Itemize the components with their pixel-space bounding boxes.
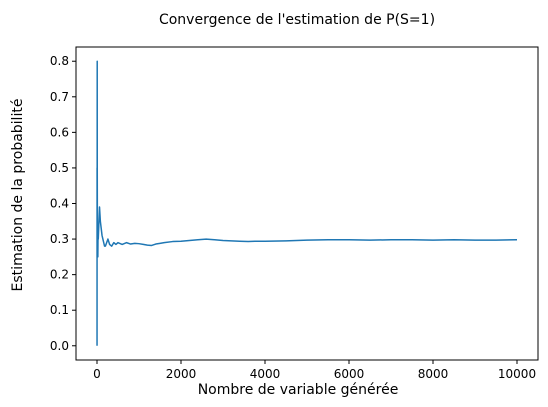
y-tick-label: 0.2	[50, 268, 69, 282]
x-tick-label: 4000	[250, 367, 281, 381]
y-tick-label: 0.6	[50, 125, 69, 139]
y-tick-label: 0.0	[50, 339, 69, 353]
y-tick-label: 0.1	[50, 303, 69, 317]
y-tick-label: 0.8	[50, 54, 69, 68]
plot-frame	[75, 46, 539, 361]
x-tick-label: 6000	[334, 367, 365, 381]
x-axis-ticks: 0 2000 4000 6000 8000 10000	[93, 360, 536, 381]
y-tick-label: 0.3	[50, 232, 69, 246]
x-tick-label: 8000	[418, 367, 449, 381]
y-axis-ticks: 0.0 0.1 0.2 0.3 0.4 0.5 0.6 0.7 0.8	[50, 54, 76, 353]
y-tick-label: 0.5	[50, 161, 69, 175]
plot-area	[75, 46, 539, 361]
x-tick-label: 2000	[166, 367, 197, 381]
x-tick-label: 0	[93, 367, 101, 381]
x-tick-label: 10000	[498, 367, 536, 381]
series-line	[96, 60, 518, 346]
chart-title: Convergence de l'estimation de P(S=1)	[159, 12, 435, 28]
x-axis-label: Nombre de variable générée	[198, 382, 399, 398]
y-tick-label: 0.7	[50, 90, 69, 104]
y-tick-label: 0.4	[50, 197, 69, 211]
y-axis-label: Estimation de la probabilité	[10, 99, 26, 292]
